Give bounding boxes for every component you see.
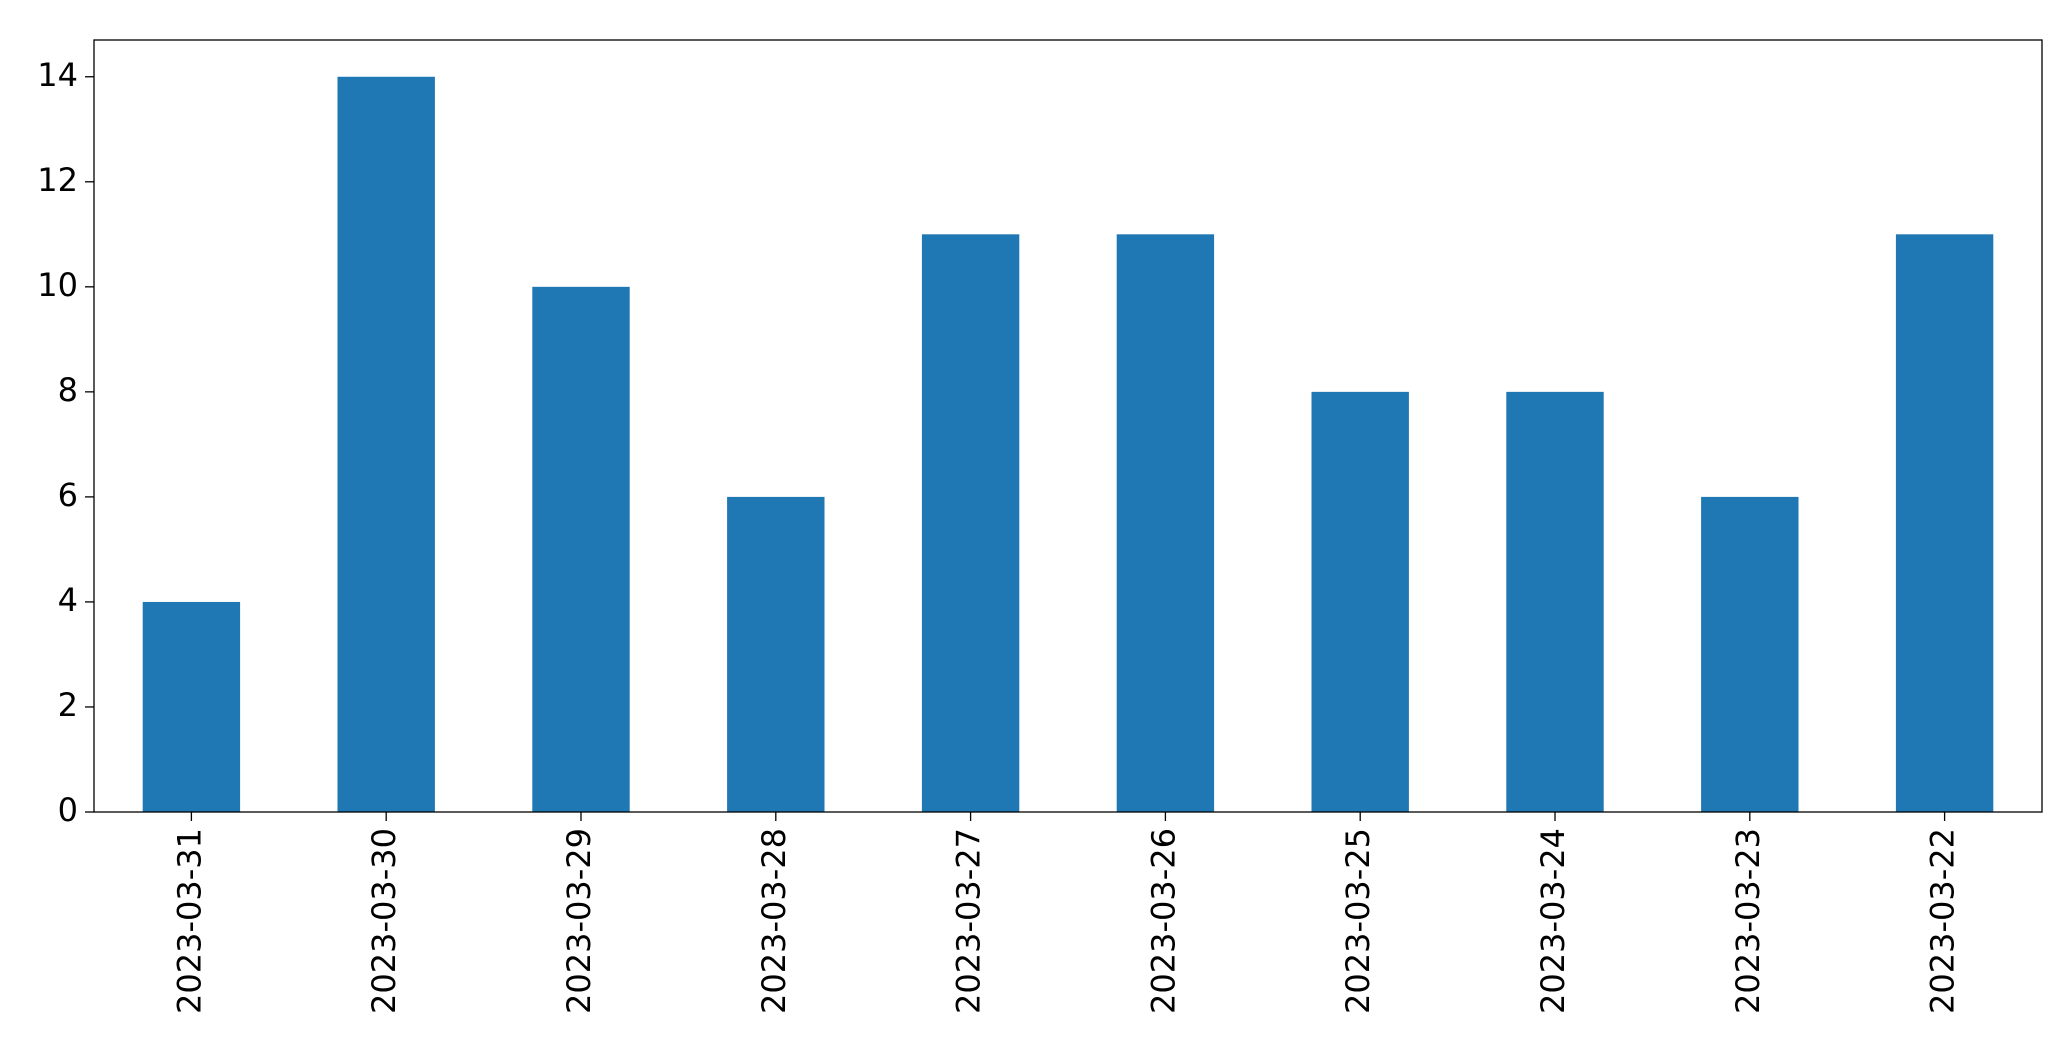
x-tick-label: 2023-03-29 bbox=[560, 828, 598, 1014]
bar bbox=[921, 234, 1020, 812]
plot-frame bbox=[93, 39, 2043, 813]
bar bbox=[1701, 496, 1799, 812]
x-tick-label: 2023-03-24 bbox=[1534, 828, 1572, 1014]
x-tick-label: 2023-03-25 bbox=[1339, 828, 1377, 1014]
y-tick-label: 4 bbox=[58, 581, 78, 619]
bar bbox=[1895, 234, 1994, 812]
x-tick-label: 2023-03-27 bbox=[950, 828, 988, 1014]
y-tick-label: 2 bbox=[58, 686, 78, 724]
x-tick-label: 2023-03-26 bbox=[1144, 828, 1182, 1014]
bar bbox=[727, 496, 825, 812]
x-tick-label: 2023-03-28 bbox=[755, 828, 793, 1014]
y-tick-label: 8 bbox=[58, 371, 78, 409]
bar bbox=[1116, 234, 1215, 812]
y-tick-label: 14 bbox=[37, 56, 78, 94]
x-tick-label: 2023-03-30 bbox=[365, 828, 403, 1014]
bar bbox=[142, 601, 241, 812]
bar bbox=[1311, 391, 1409, 812]
y-tick-label: 0 bbox=[58, 791, 78, 829]
x-tick-label: 2023-03-22 bbox=[1924, 828, 1962, 1014]
y-tick-label: 10 bbox=[37, 266, 78, 304]
y-tick-label: 6 bbox=[58, 476, 78, 514]
bar bbox=[532, 286, 630, 812]
y-tick-label: 12 bbox=[37, 161, 78, 199]
x-tick-label: 2023-03-23 bbox=[1729, 828, 1767, 1014]
bar bbox=[1506, 391, 1604, 812]
bar bbox=[337, 76, 435, 812]
x-tick-label: 2023-03-31 bbox=[170, 828, 208, 1014]
